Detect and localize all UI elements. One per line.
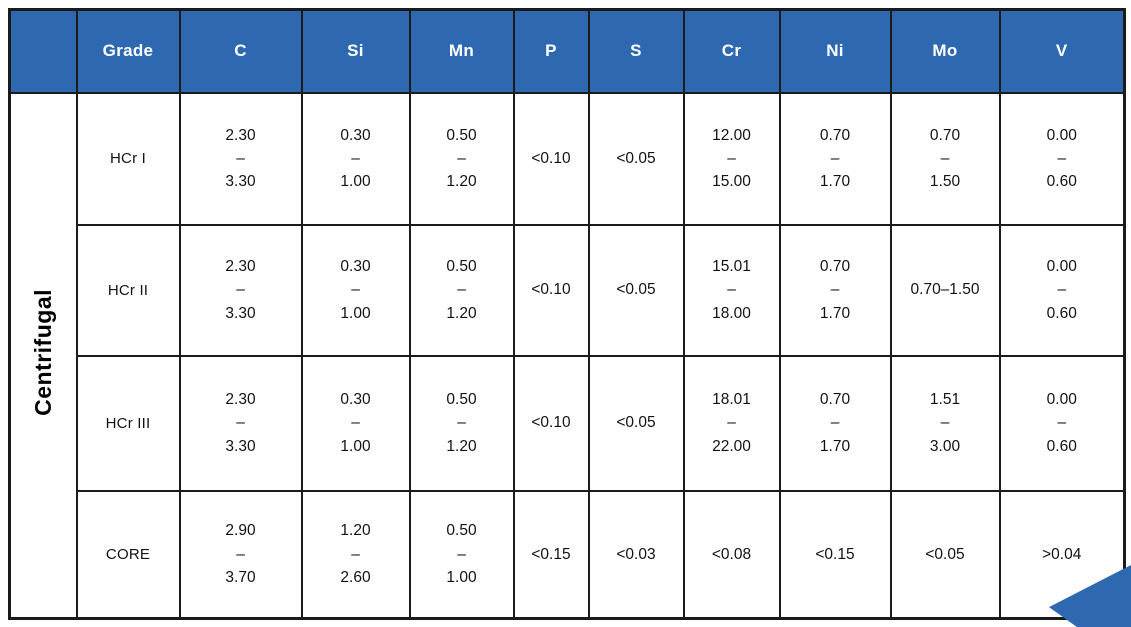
value-cell-ni: 0.70 – 1.70 xyxy=(778,223,892,357)
value-cell-cr: <0.08 xyxy=(682,489,781,620)
table-row-core: CORE 2.90 – 3.70 1.20 – 2.60 0.50 – 1.00… xyxy=(10,489,1126,620)
side-label: Centrifugal xyxy=(29,289,56,417)
value-cell-p: <0.10 xyxy=(512,91,590,226)
column-header-v: V xyxy=(998,8,1126,94)
value-cell-si: 1.20 – 2.60 xyxy=(300,489,411,620)
value-cell-si: 0.30 – 1.00 xyxy=(300,223,411,357)
value-cell-v: 0.00 – 0.60 xyxy=(998,91,1126,226)
table-row-hcr1: Centrifugal HCr I 2.30 – 3.30 0.30 – 1.0… xyxy=(8,91,1126,620)
table-row-hcr2: HCr II 2.30 – 3.30 0.30 – 1.00 0.50 – 1.… xyxy=(10,223,1126,357)
grade-cell: HCr III xyxy=(75,354,181,492)
side-label-cell: Centrifugal xyxy=(8,91,78,620)
value-cell-c: 2.30 – 3.30 xyxy=(178,91,303,226)
value-cell-s: <0.05 xyxy=(587,354,685,492)
column-header-p: P xyxy=(512,8,590,94)
value-cell-mn: 0.50 – 1.20 xyxy=(408,354,515,492)
value-cell-cr: 15.01 – 18.00 xyxy=(682,223,781,357)
value-cell-mn: 0.50 – 1.20 xyxy=(408,91,515,226)
header-corner-cell xyxy=(8,8,78,94)
value-cell-s: <0.05 xyxy=(587,91,685,226)
value-cell-ni: 0.70 – 1.70 xyxy=(778,354,892,492)
value-cell-mo: <0.05 xyxy=(889,489,1001,620)
value-cell-mo: 1.51 – 3.00 xyxy=(889,354,1001,492)
value-cell-ni: 0.70 – 1.70 xyxy=(778,91,892,226)
value-cell-p: <0.10 xyxy=(512,223,590,357)
column-header-grade: Grade xyxy=(75,8,181,94)
column-header-mo: Mo xyxy=(889,8,1001,94)
value-cell-s: <0.03 xyxy=(587,489,685,620)
value-cell-c: 2.30 – 3.30 xyxy=(178,354,303,492)
column-header-mn: Mn xyxy=(408,8,515,94)
value-cell-cr: 12.00 – 15.00 xyxy=(682,91,781,226)
value-cell-cr: 18.01 – 22.00 xyxy=(682,354,781,492)
value-cell-v: 0.00 – 0.60 xyxy=(998,354,1126,492)
table-row-hcr3: HCr III 2.30 – 3.30 0.30 – 1.00 0.50 – 1… xyxy=(10,354,1126,492)
column-header-ni: Ni xyxy=(778,8,892,94)
value-cell-p: <0.10 xyxy=(512,354,590,492)
composition-table: Grade C Si Mn P S Cr Ni Mo V Centrifugal… xyxy=(8,8,1126,620)
grade-cell: CORE xyxy=(75,489,181,620)
grade-cell: HCr II xyxy=(75,223,181,357)
value-cell-s: <0.05 xyxy=(587,223,685,357)
value-cell-c: 2.90 – 3.70 xyxy=(178,489,303,620)
column-header-cr: Cr xyxy=(682,8,781,94)
column-header-s: S xyxy=(587,8,685,94)
grade-cell: HCr I xyxy=(75,91,181,226)
column-header-c: C xyxy=(178,8,303,94)
value-cell-mo: 0.70–1.50 xyxy=(889,223,1001,357)
value-cell-p: <0.15 xyxy=(512,489,590,620)
value-cell-mn: 0.50 – 1.00 xyxy=(408,489,515,620)
table-header-row: Grade C Si Mn P S Cr Ni Mo V xyxy=(8,8,1126,94)
value-cell-si: 0.30 – 1.00 xyxy=(300,354,411,492)
value-cell-si: 0.30 – 1.00 xyxy=(300,91,411,226)
value-cell-mo: 0.70 – 1.50 xyxy=(889,91,1001,226)
value-cell-v: 0.00 – 0.60 xyxy=(998,223,1126,357)
value-cell-c: 2.30 – 3.30 xyxy=(178,223,303,357)
value-cell-mn: 0.50 – 1.20 xyxy=(408,223,515,357)
column-header-si: Si xyxy=(300,8,411,94)
value-cell-ni: <0.15 xyxy=(778,489,892,620)
